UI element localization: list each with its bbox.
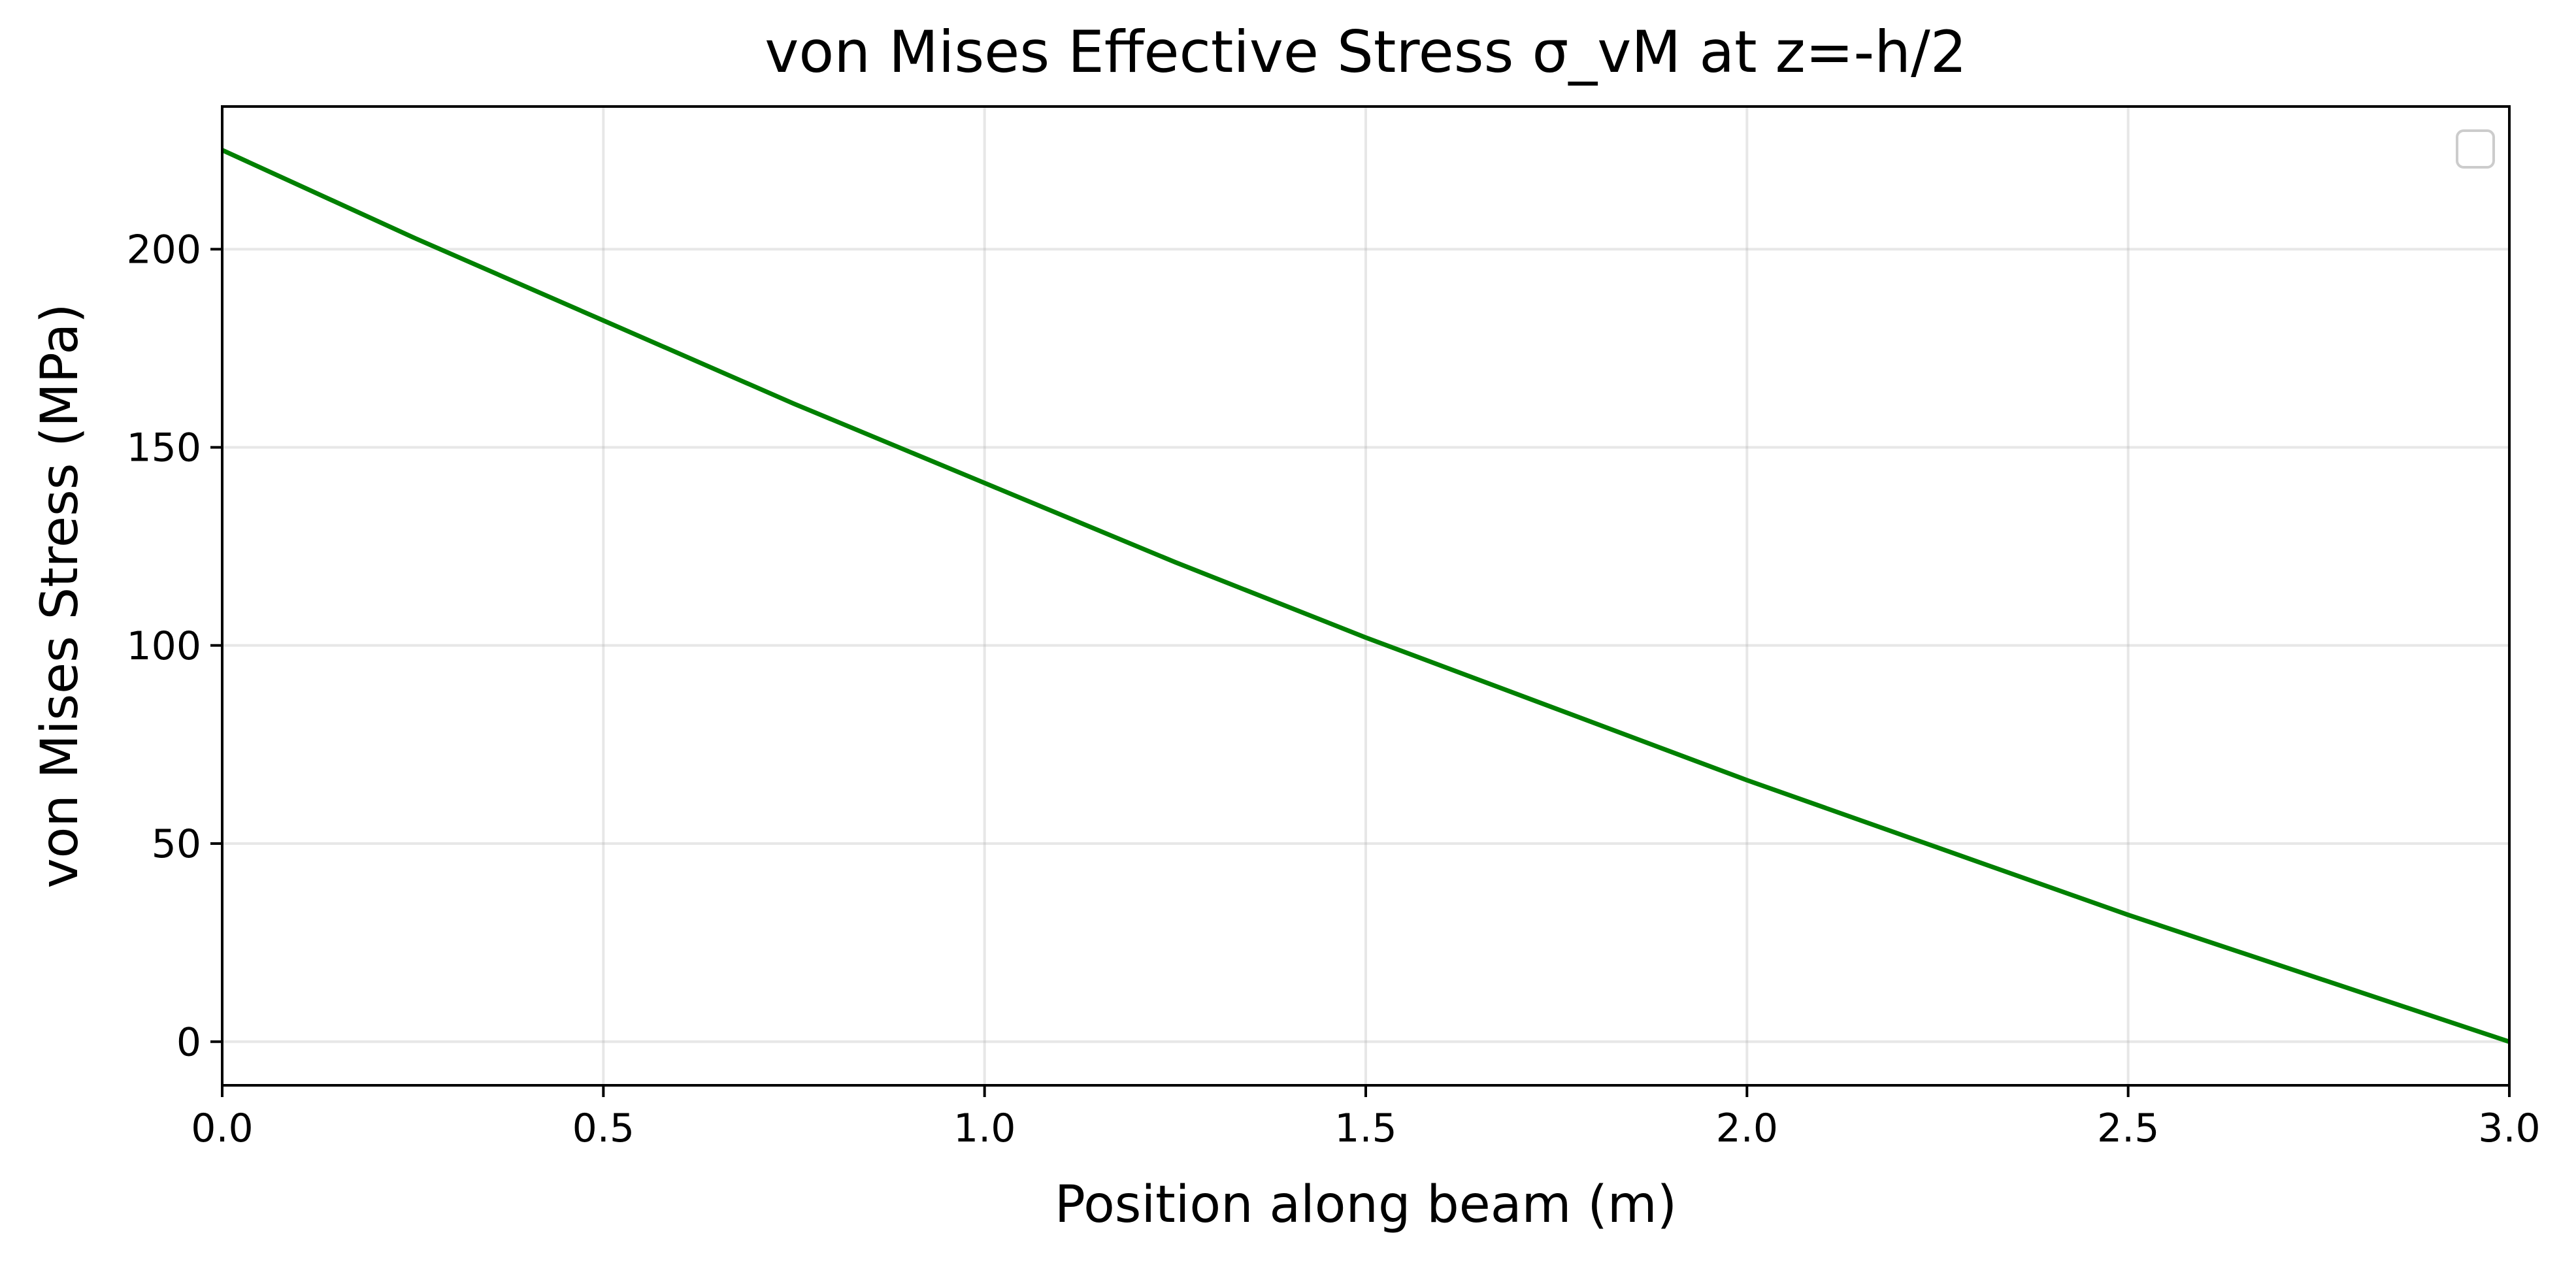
x-tick-label: 2.5 [2097, 1106, 2159, 1151]
y-tick-label: 150 [126, 425, 201, 471]
x-tick-label: 2.0 [1716, 1106, 1778, 1151]
grid-lines [221, 107, 2511, 1085]
x-tick-label: 0.0 [191, 1106, 253, 1151]
y-tick-label: 200 [126, 227, 201, 272]
series-line [221, 148, 2511, 1044]
series-group [221, 148, 2511, 1044]
y-tick-label: 0 [176, 1019, 201, 1065]
y-tick-label: 50 [152, 821, 201, 867]
x-axis-ticks: 0.0 0.5 1.0 1.5 2.0 2.5 3.0 [191, 1085, 2541, 1151]
chart-title: von Mises Effective Stress σ_vM at z=-h/… [765, 18, 1966, 86]
legend-box [2456, 129, 2495, 169]
y-axis-ticks: 0 50 100 150 200 [126, 227, 222, 1065]
x-tick-label: 0.5 [572, 1106, 635, 1151]
x-tick-label: 3.0 [2478, 1106, 2540, 1151]
x-tick-label: 1.0 [953, 1106, 1016, 1151]
y-axis-label: von Mises Stress (MPa) [31, 303, 90, 888]
y-tick-label: 100 [126, 623, 201, 669]
x-tick-label: 1.5 [1334, 1106, 1396, 1151]
x-axis-label: Position along beam (m) [1055, 1175, 1677, 1234]
